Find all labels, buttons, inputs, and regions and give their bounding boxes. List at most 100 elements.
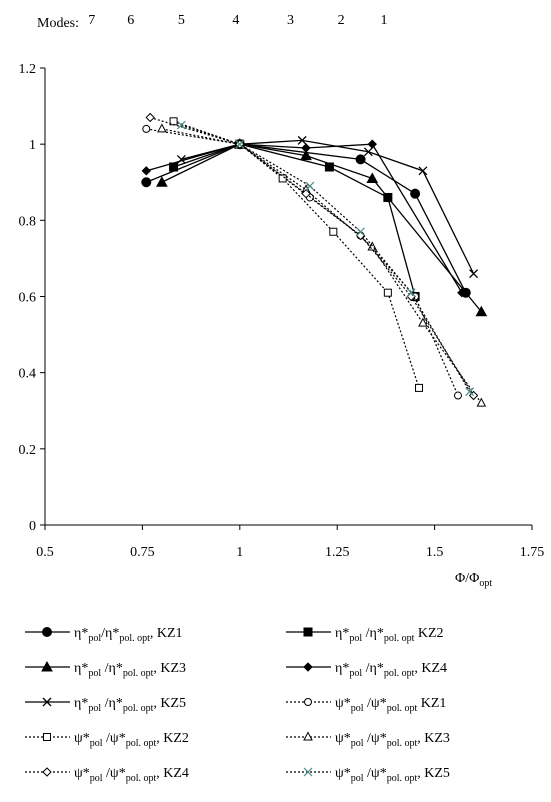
data-point bbox=[457, 287, 467, 298]
series-line bbox=[150, 116, 475, 396]
mode-label-1: 1 bbox=[380, 13, 387, 28]
series-line bbox=[146, 128, 459, 396]
series-line bbox=[181, 139, 475, 274]
series-line bbox=[181, 124, 471, 393]
legend-label: η*pol /η*pol. opt, KZ4 bbox=[335, 661, 447, 679]
legend-label: η*pol/η*pol. opt, KZ1 bbox=[74, 626, 183, 644]
legend-item-7: ψ*pol /ψ*pol. opt, KZ2 bbox=[25, 731, 189, 749]
y-tick-label: 0 bbox=[29, 519, 36, 534]
data-point bbox=[41, 660, 53, 672]
x-tick-label: 0.5 bbox=[36, 545, 54, 560]
data-point bbox=[363, 147, 373, 157]
legend-item-4: η*pol /η*pol. opt, KZ4 bbox=[286, 661, 447, 679]
legend-label: ψ*pol /ψ*pol. opt, KZ4 bbox=[74, 766, 189, 784]
series-8 bbox=[157, 123, 487, 407]
data-point bbox=[145, 112, 155, 123]
data-point bbox=[42, 627, 52, 637]
data-point bbox=[301, 188, 311, 199]
data-point bbox=[355, 154, 366, 165]
data-point bbox=[142, 124, 151, 133]
data-point bbox=[418, 166, 428, 176]
series-2 bbox=[169, 139, 420, 301]
data-point bbox=[303, 731, 313, 741]
legend-item-5: η*pol /η*pol. opt, KZ5 bbox=[25, 696, 186, 714]
data-point bbox=[469, 269, 479, 279]
x-tick-label: 1 bbox=[236, 545, 243, 560]
data-point bbox=[367, 139, 377, 149]
data-point bbox=[157, 123, 167, 133]
y-tick-label: 0.6 bbox=[19, 291, 37, 306]
series-10 bbox=[176, 120, 475, 397]
legend-label: ψ*pol /ψ*pol. opt, KZ3 bbox=[335, 731, 450, 749]
series-line bbox=[173, 120, 420, 389]
legend-label: η*pol /η*pol. opt KZ2 bbox=[335, 626, 444, 644]
axes: 0 0.2 0.4 0.6 0.8 1 1.2 0.5 0.75 1 1.25 1.5 1.75 Φ/Φo… bbox=[19, 62, 545, 589]
data-point bbox=[329, 227, 338, 236]
data-point bbox=[42, 697, 52, 707]
data-point bbox=[303, 767, 313, 777]
mode-label-2: 2 bbox=[338, 13, 345, 28]
data-point bbox=[418, 317, 428, 327]
data-point bbox=[141, 166, 152, 176]
y-tick-label: 0.2 bbox=[19, 443, 37, 458]
x-tick-label: 1.75 bbox=[520, 545, 545, 560]
x-tick-label: 1.25 bbox=[325, 545, 350, 560]
data-point bbox=[406, 288, 416, 298]
y-tick-label: 0.4 bbox=[19, 367, 37, 382]
data-point bbox=[475, 305, 488, 317]
mode-label-3: 3 bbox=[287, 13, 294, 28]
data-point bbox=[43, 733, 51, 741]
mode-label-6: 6 bbox=[127, 13, 134, 28]
series-line bbox=[161, 128, 482, 404]
data-point bbox=[300, 149, 312, 161]
modes-label: Modes: bbox=[37, 16, 79, 31]
series-6 bbox=[142, 124, 462, 400]
legend-item-3: η*pol /η*pol. opt, KZ3 bbox=[25, 660, 186, 679]
series-1 bbox=[141, 139, 471, 298]
data-point bbox=[383, 288, 392, 297]
legend-label: ψ*pol /ψ*pol. opt, KZ5 bbox=[335, 766, 450, 784]
data-point bbox=[453, 391, 462, 400]
x-tick-label: 0.75 bbox=[130, 545, 155, 560]
legend-item-8: ψ*pol /ψ*pol. opt, KZ3 bbox=[286, 731, 450, 749]
data-point bbox=[278, 174, 287, 183]
y-tick-label: 1.2 bbox=[19, 62, 37, 77]
data-point bbox=[301, 143, 311, 153]
data-point bbox=[235, 139, 245, 149]
data-point bbox=[141, 177, 152, 188]
data-point bbox=[305, 181, 315, 191]
series-5 bbox=[176, 135, 479, 279]
data-point bbox=[303, 662, 313, 672]
data-point bbox=[366, 172, 379, 183]
series-line bbox=[161, 143, 482, 313]
data-point bbox=[476, 397, 487, 407]
legend-label: η*pol /η*pol. opt, KZ3 bbox=[74, 661, 186, 679]
x-tick-label: 1.5 bbox=[426, 545, 444, 560]
legend-label: ψ*pol /ψ*pol. opt, KZ2 bbox=[74, 731, 189, 749]
legend: η*pol/η*pol. opt, KZ1 η*pol /η*pol. opt K… bbox=[25, 626, 450, 784]
data-point bbox=[156, 176, 168, 187]
legend-item-9: ψ*pol /ψ*pol. opt, KZ4 bbox=[25, 766, 189, 784]
x-axis-label: Φ/Φopt bbox=[455, 571, 492, 589]
mode-label-7: 7 bbox=[88, 13, 95, 28]
data-point bbox=[297, 135, 307, 145]
mode-label-5: 5 bbox=[178, 13, 185, 28]
data-point bbox=[410, 188, 421, 199]
data-point bbox=[176, 120, 186, 130]
series-3 bbox=[156, 138, 488, 317]
data-point bbox=[42, 767, 52, 777]
modes-row: Modes: 7 6 5 4 3 2 1 bbox=[37, 13, 387, 31]
legend-item-10: ψ*pol /ψ*pol. opt, KZ5 bbox=[286, 766, 450, 784]
legend-item-6: ψ*pol /ψ*pol. opt KZ1 bbox=[286, 696, 446, 714]
y-tick-label: 1 bbox=[29, 138, 36, 153]
series-layer bbox=[141, 112, 488, 407]
series-line bbox=[173, 143, 416, 297]
data-point bbox=[303, 627, 313, 637]
data-point bbox=[356, 227, 366, 237]
data-point bbox=[415, 383, 424, 392]
mode-label-4: 4 bbox=[232, 13, 239, 28]
legend-item-1: η*pol/η*pol. opt, KZ1 bbox=[25, 626, 183, 644]
data-point bbox=[465, 387, 475, 397]
data-point bbox=[304, 698, 312, 706]
